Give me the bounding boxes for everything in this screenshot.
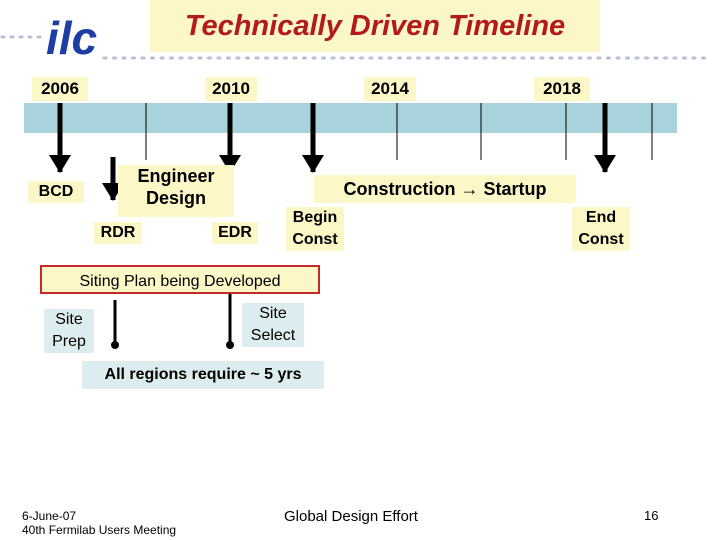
year-label: 2018	[534, 77, 590, 101]
end-const-label: End Const	[572, 207, 630, 251]
page-title: Technically Driven Timeline	[184, 9, 566, 42]
edr-label: EDR	[212, 222, 258, 244]
footer-date: 6-June-07	[22, 509, 77, 523]
year-label: 2006	[32, 77, 88, 101]
logo-text: ilc	[46, 12, 97, 64]
site-select-label: Site Select	[242, 303, 304, 347]
year-label: 2010	[205, 77, 257, 101]
timeline-graphic	[24, 103, 677, 349]
page-number: 16	[644, 508, 659, 523]
construction-startup-label: Construction → Startup	[314, 175, 576, 203]
engineer-design-label: Engineer Design	[118, 165, 234, 217]
timeline-band	[24, 103, 677, 133]
begin-const-label: Begin Const	[286, 207, 344, 251]
quarter-ticks	[145, 103, 653, 160]
title-box: Technically Driven Timeline	[150, 0, 600, 52]
siting-markers	[111, 288, 234, 349]
footer-meeting: 40th Fermilab Users Meeting	[22, 523, 177, 537]
siting-plan-box: Siting Plan being Developed	[40, 265, 320, 294]
footer-center: Global Design Effort	[284, 508, 418, 525]
bcd-label: BCD	[28, 181, 84, 203]
regions-note: All regions require ~ 5 yrs	[82, 361, 324, 389]
year-label: 2014	[364, 77, 416, 101]
site-prep-label: Site Prep	[44, 309, 94, 353]
milestone-arrows	[49, 103, 616, 201]
rdr-label: RDR	[94, 222, 142, 244]
dotted-decoration	[0, 35, 714, 60]
ilc-logo: ilc	[46, 12, 97, 64]
